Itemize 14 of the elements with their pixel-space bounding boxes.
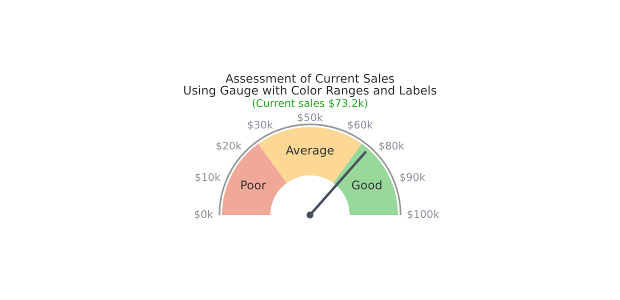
text: $90k <box>400 172 426 182</box>
text: $30k <box>248 120 273 130</box>
text: $20k <box>216 142 242 151</box>
text: $60k <box>348 120 373 130</box>
text: $80k <box>379 142 404 151</box>
text: $100k <box>408 210 440 220</box>
slice-label: Poor <box>241 180 266 190</box>
slice-label: Average <box>286 146 334 157</box>
text: $50k <box>298 113 323 123</box>
text: $10k <box>196 172 221 182</box>
slice-label: Good <box>352 180 382 190</box>
text: (Current sales $73.2k) <box>252 98 368 108</box>
chart-title: Assessment of Current Sales Using Gauge with Color Ranges and Labels <box>184 74 436 97</box>
text: $0k <box>194 210 214 220</box>
